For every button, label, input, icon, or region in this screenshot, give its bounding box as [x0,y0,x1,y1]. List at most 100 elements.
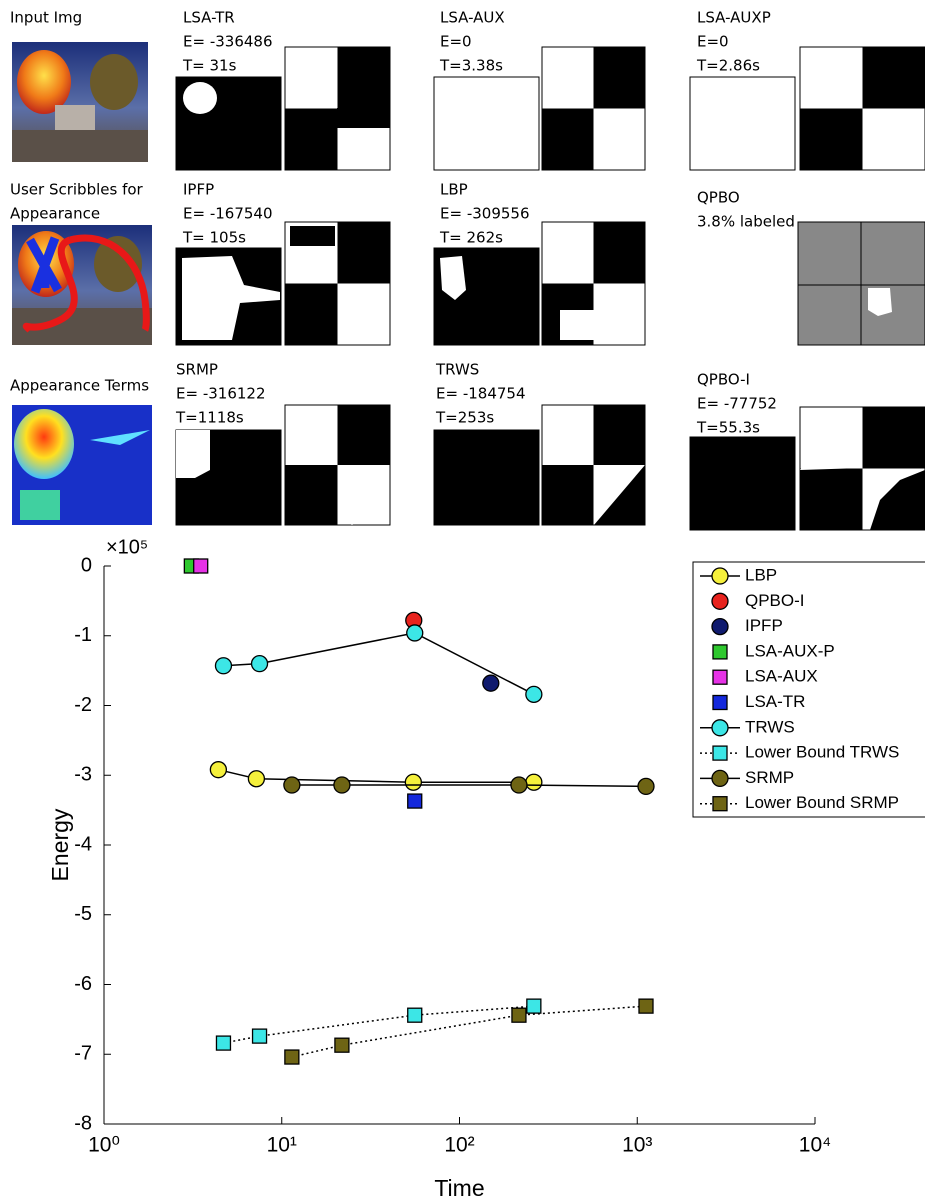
mask-box [433,76,540,171]
y-tick-label: -2 [74,694,92,716]
marker [525,773,543,791]
y-tick-label: -8 [74,1112,92,1134]
x-tick-label: 10² [444,1134,474,1157]
x-tick-label: 10⁰ [88,1134,120,1157]
marker [214,657,233,675]
mask-region [440,256,466,300]
panel-caption: LSA-TR [183,9,235,27]
legend-marker [712,669,728,685]
marker [334,1037,350,1053]
legend-label: SRMP [745,768,794,787]
panel-caption: T=3.38s [439,57,503,75]
mask-region [800,410,862,470]
panel-caption: SRMP [176,361,218,379]
panel-caption: Input Img [10,9,82,27]
mask-region [594,465,645,525]
mask-box [689,76,796,171]
marker [209,761,228,779]
series-line [291,1005,647,1058]
mask-region [337,47,390,109]
legend-marker [711,592,729,610]
y-tick-label: -3 [74,764,92,786]
y-tick-label: 0 [81,554,92,576]
legend-marker [712,796,728,812]
panel-caption: LSA-AUXP [697,9,771,27]
panel-caption: Appearance [10,205,100,223]
input-image [12,42,148,162]
panel-caption: E= -336486 [183,33,273,51]
marker [284,1049,300,1065]
marker [525,685,543,703]
y-tick-label: -5 [74,903,92,925]
marker [404,773,422,791]
mask-region [337,405,390,465]
legend-label: LBP [745,565,777,584]
panel-caption: TRWS [435,361,479,379]
marker [407,1007,423,1023]
mask-region [593,222,645,284]
legend-marker [711,719,729,737]
mask-region [868,288,892,316]
series-line [223,1005,534,1044]
marker [482,674,500,692]
mask-region [337,222,390,284]
legend-marker [712,644,728,660]
mask-region [542,108,594,170]
panel-caption: 3.8% labeled [697,213,795,231]
marker [406,624,424,642]
mask-region [593,47,645,109]
panel-caption: QPBO [697,189,740,207]
marker [511,1007,527,1023]
mask-region [870,470,925,530]
legend-label: LSA-AUX-P [745,641,835,660]
panel-caption: LSA-AUX [440,9,505,27]
mask-region [542,465,594,525]
panel-caption: T= 105s [182,229,246,247]
legend-label: TRWS [745,717,795,736]
panel-caption: T=1118s [175,409,244,427]
mask-region [176,430,210,478]
legend-label: Lower Bound TRWS [745,743,899,762]
panel-caption: E=0 [697,33,729,51]
panel-caption: LBP [440,181,468,199]
mask-region [285,108,338,170]
panel-caption: T= 262s [439,229,503,247]
series-line [223,632,535,696]
marker [510,776,528,794]
panel-caption: T=55.3s [696,419,760,437]
panel-caption: E= -184754 [436,385,526,403]
x-tick-label: 10¹ [267,1134,297,1157]
appearance-image [12,405,152,525]
mask-region [337,108,390,128]
mask-box [689,436,796,531]
mask-region [285,283,338,345]
y-axis-label: Energy [47,808,73,881]
mask-region [357,466,376,494]
legend-label: LSA-AUX [745,667,818,686]
x-tick-label: 10⁴ [799,1134,831,1157]
mask-region [183,82,217,114]
panel-caption: T=253s [435,409,494,427]
mask-region [800,108,863,170]
series-line [218,768,534,783]
legend-label: LSA-TR [745,692,805,711]
mask-region [800,468,863,530]
marker [193,558,209,574]
legend-marker [711,617,729,636]
panel-caption: IPFP [183,181,214,199]
marker [250,655,269,673]
panel-caption: User Scribbles for [10,181,144,199]
panel-caption: E= -167540 [183,205,273,223]
marker [333,776,351,794]
scribble-image [12,225,152,345]
panel-caption: QPBO-I [697,371,750,389]
panel-caption: E=0 [440,33,472,51]
legend-label: IPFP [745,616,783,635]
y-tick-label: -4 [74,833,92,855]
marker [638,998,654,1014]
marker [526,998,542,1014]
legend-label: Lower Bound SRMP [745,793,899,812]
